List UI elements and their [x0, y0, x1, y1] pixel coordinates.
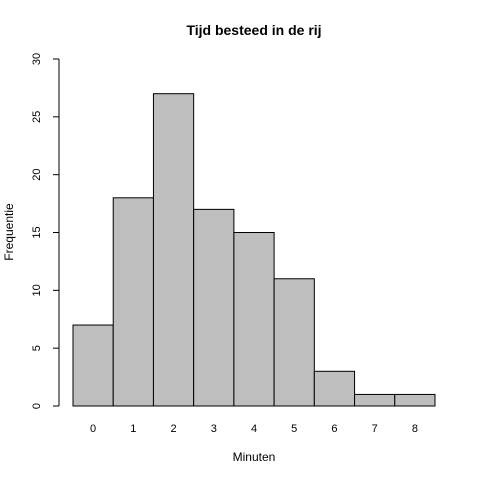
bar-5	[273, 278, 315, 407]
bar-3	[193, 208, 235, 407]
bar-7	[354, 393, 396, 407]
x-tick-label-0: 0	[90, 423, 96, 435]
x-tick-label-3: 3	[211, 423, 217, 435]
chart-title: Tijd besteed in de rij	[186, 22, 321, 38]
x-tick-label-5: 5	[291, 423, 297, 435]
bar-1	[112, 197, 154, 407]
y-tick-label-20: 20	[31, 169, 43, 181]
x-tick-label-8: 8	[412, 423, 418, 435]
x-tick-labels: 0 1 2 3 4 5 6 7 8	[90, 423, 418, 435]
y-tick-label-15: 15	[31, 226, 43, 238]
bar-4	[233, 232, 275, 407]
x-tick-label-1: 1	[130, 423, 136, 435]
bar-0	[72, 324, 114, 407]
x-tick-label-4: 4	[251, 423, 257, 435]
y-axis: 0 5 10 15 20 25 30	[31, 53, 60, 409]
y-tick-label-30: 30	[31, 53, 43, 65]
x-tick-label-6: 6	[331, 423, 337, 435]
bar-6	[313, 370, 356, 407]
x-tick-label-2: 2	[170, 423, 176, 435]
y-tick-label-25: 25	[31, 111, 43, 123]
bar-8	[394, 393, 436, 407]
y-tick-label-10: 10	[31, 284, 43, 296]
bar-2	[152, 93, 195, 407]
x-tick-label-7: 7	[372, 423, 378, 435]
x-axis-label: Minuten	[233, 450, 276, 464]
y-axis-label: Frequentie	[2, 203, 16, 261]
y-tick-label-5: 5	[31, 345, 43, 351]
bars-group	[72, 93, 436, 407]
y-tick-label-0: 0	[31, 403, 43, 409]
